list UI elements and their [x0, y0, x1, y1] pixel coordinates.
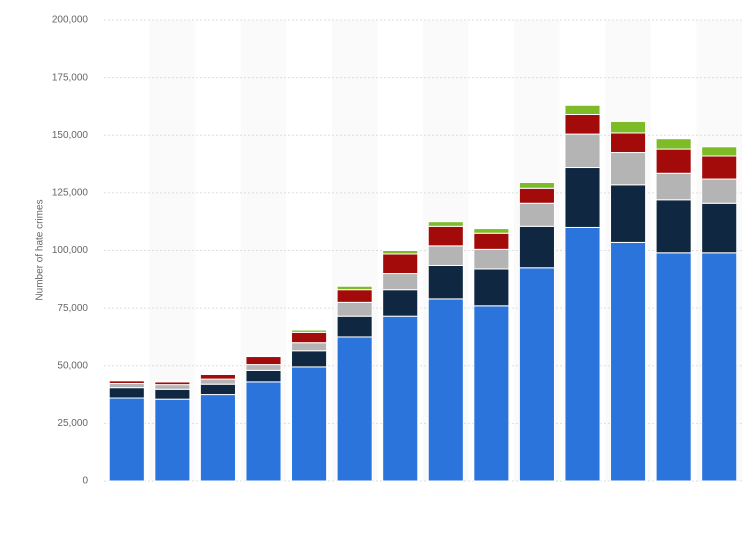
bar-segment — [518, 202, 555, 227]
bar-segment — [199, 373, 236, 376]
bar-segment — [382, 289, 419, 317]
bar-segment — [108, 382, 145, 389]
y-tick-label: 100,000 — [52, 245, 89, 256]
y-tick-label: 0 — [82, 476, 88, 487]
bar-segment — [245, 369, 282, 383]
bar-segment — [518, 267, 555, 482]
bar-segment — [473, 232, 510, 250]
bar-segment — [610, 152, 647, 186]
bar-segment — [245, 381, 282, 482]
bar-segment — [154, 398, 191, 482]
bar-segment — [564, 104, 601, 116]
bar-segment — [427, 225, 464, 247]
bar-segment — [427, 221, 464, 227]
bar-segment — [701, 202, 738, 254]
bar-segment — [655, 199, 692, 254]
bar-segment — [564, 226, 601, 482]
y-tick-label: 150,000 — [52, 130, 89, 141]
bar-segment — [701, 155, 738, 180]
bar-segment — [382, 273, 419, 291]
bar-segment — [336, 301, 373, 317]
bar-segment — [382, 250, 419, 255]
bar-segment — [473, 268, 510, 307]
bar-segment — [382, 253, 419, 275]
y-tick-label: 200,000 — [52, 15, 89, 26]
bar-segment — [291, 342, 328, 352]
bar-segment — [473, 305, 510, 482]
bar-segment — [473, 228, 510, 234]
y-axis-label: Number of hate crimes — [35, 199, 46, 300]
bar-segment — [154, 384, 191, 390]
bar-segment — [427, 264, 464, 300]
bar-segment — [291, 329, 328, 333]
bar-segment — [564, 114, 601, 135]
bar-segment — [291, 331, 328, 344]
bar-segment — [291, 366, 328, 482]
bar-segment — [427, 298, 464, 482]
bar-segment — [336, 336, 373, 482]
y-tick-label: 75,000 — [57, 303, 88, 314]
bar-segment — [245, 356, 282, 366]
y-tick-label: 125,000 — [52, 188, 89, 199]
bar-segment — [154, 380, 191, 383]
bar-segment — [655, 138, 692, 150]
bar-segment — [382, 315, 419, 482]
bar-segment — [199, 383, 236, 396]
bar-segment — [701, 252, 738, 482]
bar-segment — [199, 394, 236, 482]
bar-segment — [199, 374, 236, 380]
bar-segment — [108, 397, 145, 482]
bar-segment — [610, 132, 647, 154]
bar-segment — [655, 172, 692, 201]
bar-segment — [655, 148, 692, 174]
bar-segment — [610, 184, 647, 243]
bar-segment — [610, 120, 647, 134]
bar-segment — [108, 387, 145, 399]
y-tick-label: 50,000 — [57, 360, 88, 371]
bar-segment — [564, 167, 601, 228]
bar-segment — [154, 388, 191, 400]
bar-segment — [655, 252, 692, 482]
bar-segment — [518, 187, 555, 204]
bar-segment — [291, 350, 328, 368]
bar-segment — [336, 315, 373, 338]
bar-segment — [245, 364, 282, 371]
bar-segment — [701, 178, 738, 204]
bar-segment — [518, 225, 555, 269]
bar-segment — [336, 285, 373, 291]
bar-segment — [245, 355, 282, 358]
bar-segment — [336, 289, 373, 303]
bar-segment — [427, 245, 464, 266]
bar-segment — [610, 241, 647, 482]
bar-segment — [473, 248, 510, 270]
bar-segment — [701, 146, 738, 157]
y-tick-label: 25,000 — [57, 418, 88, 429]
bar-segment — [199, 378, 236, 385]
bar-segment — [564, 133, 601, 169]
y-tick-label: 175,000 — [52, 72, 89, 83]
bar-segment — [108, 379, 145, 382]
bar-segment — [518, 182, 555, 189]
